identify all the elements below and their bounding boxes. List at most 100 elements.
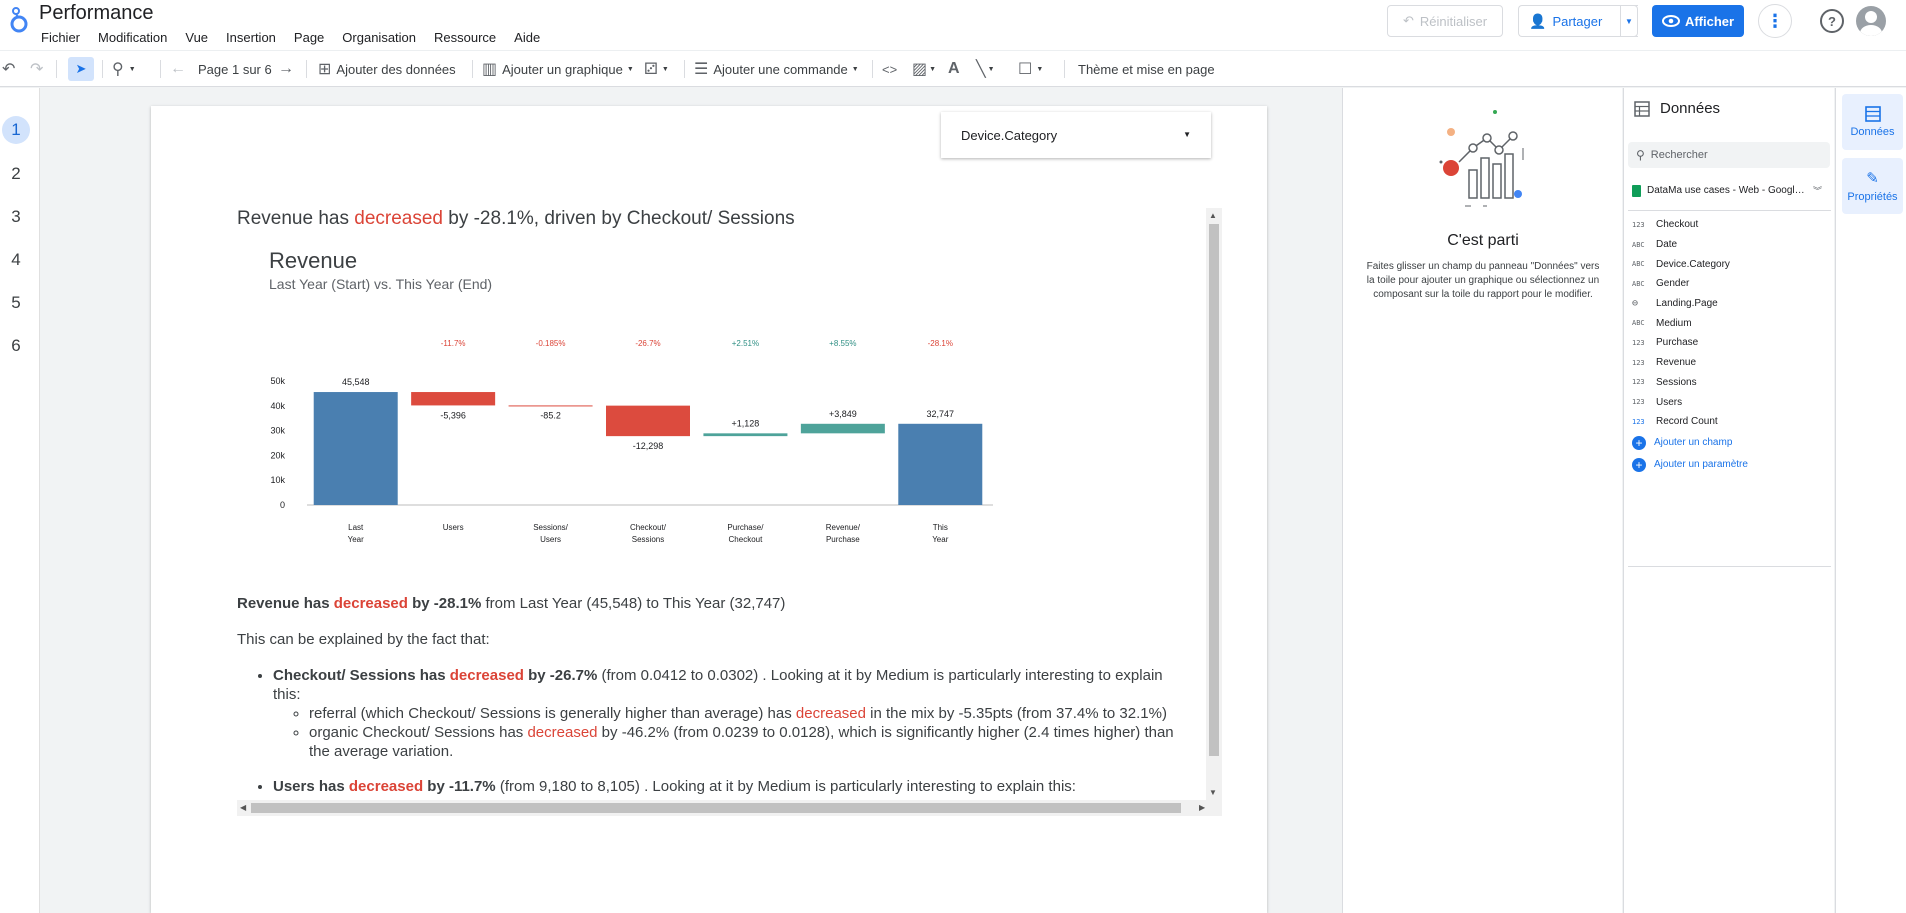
image-button[interactable]: ▨ ▼ <box>912 57 936 81</box>
page-1-button[interactable]: 1 <box>2 116 30 144</box>
field-search-input[interactable]: ⚲ Rechercher <box>1628 142 1830 168</box>
waterfall-chart: 0 10k 20k 30k 40k 50k 45,548 Last Year -5,396 -11.… <box>270 339 993 544</box>
menu-file[interactable]: Fichier <box>41 30 81 45</box>
horizontal-scrollbar[interactable]: ◀ ▶ <box>237 800 1222 816</box>
scroll-right-icon[interactable]: ▶ <box>1199 803 1206 812</box>
tab-data[interactable]: Données <box>1842 94 1903 150</box>
zoom-button[interactable]: ⚲ ▼ <box>112 57 136 81</box>
device-category-filter-control[interactable]: Device.Category ▼ <box>941 112 1211 158</box>
view-button[interactable]: Afficher <box>1652 5 1744 37</box>
filter-control-icon: ☰ <box>694 61 709 78</box>
user-avatar[interactable] <box>1856 6 1886 36</box>
caret-down-icon: ▼ <box>1036 65 1044 73</box>
divider <box>1628 566 1831 567</box>
driver-item: Users has decreased by -11.7% (from 9,18… <box>273 777 1177 796</box>
share-button[interactable]: 👤 Partager <box>1518 5 1638 37</box>
x-category-label: Purchase <box>826 535 860 544</box>
report-title[interactable]: Performance <box>39 2 154 24</box>
shape-button[interactable]: ☐ ▼ <box>1018 57 1043 81</box>
explanation-intro: This can be explained by the fact that: <box>237 631 490 648</box>
scroll-down-icon[interactable]: ▼ <box>1209 788 1217 797</box>
more-options-button[interactable]: ⋮ <box>1758 4 1792 38</box>
menu-view[interactable]: Vue <box>185 30 209 45</box>
undo-button[interactable]: ↶ <box>2 57 15 81</box>
filter-label: Device.Category <box>961 127 1058 143</box>
scroll-up-icon[interactable]: ▲ <box>1209 211 1217 220</box>
add-person-icon: 👤 <box>1529 12 1547 29</box>
caret-down-icon: ▼ <box>128 65 136 73</box>
theme-layout-button[interactable]: Thème et mise en page <box>1078 61 1215 77</box>
y-tick-label: 40k <box>270 401 285 411</box>
add-control-button[interactable]: ☰ Ajouter une commande ▼ <box>694 61 859 78</box>
field-item[interactable]: 123 Record Count <box>1632 416 1718 428</box>
field-item[interactable]: ABC Device.Category <box>1632 258 1730 270</box>
data-panel: Données ⚲ Rechercher DataMa use cases - … <box>1623 88 1834 913</box>
menu-insert[interactable]: Insertion <box>226 30 276 45</box>
menu-edit[interactable]: Modification <box>98 30 168 45</box>
page-5-button[interactable]: 5 <box>11 293 21 312</box>
page-4-button[interactable]: 4 <box>11 250 21 269</box>
field-item[interactable]: 123 Users <box>1632 396 1683 408</box>
previous-page-button[interactable]: ← <box>170 57 186 81</box>
zoom-icon: ⚲ <box>112 61 124 78</box>
driver-list: Checkout/ Sessions has decreased by -26.… <box>237 666 1177 796</box>
embed-url-button[interactable]: <> <box>882 57 897 81</box>
field-item[interactable]: ⊖ Landing.Page <box>1632 298 1718 310</box>
toolbar-divider <box>306 60 307 78</box>
page-2-button[interactable]: 2 <box>11 164 21 183</box>
text-button[interactable]: A <box>948 57 960 81</box>
line-button[interactable]: ╲ ▼ <box>976 57 995 81</box>
field-item[interactable]: ABC Medium <box>1632 317 1692 329</box>
scrollbar-thumb[interactable] <box>1209 224 1219 756</box>
field-item[interactable]: 123 Sessions <box>1632 376 1697 388</box>
community-visualizations-button[interactable]: ⚂ ▼ <box>644 57 669 81</box>
menu-help[interactable]: Aide <box>514 30 541 45</box>
link-type-icon: ⊖ <box>1632 298 1639 310</box>
page-6-button[interactable]: 6 <box>11 336 21 355</box>
add-data-button[interactable]: ⊞ Ajouter des données <box>318 61 456 78</box>
caret-down-icon: ▼ <box>1183 130 1191 139</box>
menu-arrange[interactable]: Organisation <box>342 30 417 45</box>
percent-change-label: -11.7% <box>441 339 466 348</box>
next-page-button[interactable]: → <box>278 57 294 81</box>
menu-page[interactable]: Page <box>293 30 325 45</box>
field-item[interactable]: 123 Revenue <box>1632 357 1697 369</box>
tab-properties[interactable]: ✎ Propriétés <box>1842 158 1903 214</box>
menu-resource[interactable]: Ressource <box>434 30 497 45</box>
x-category-label: Year <box>348 535 365 544</box>
top-bar: Performance Fichier Modification Vue Ins… <box>0 0 1906 50</box>
redo-button[interactable]: ↷ <box>30 57 43 81</box>
help-button[interactable]: ? <box>1820 9 1844 33</box>
x-category-label: Last <box>348 523 364 532</box>
field-item[interactable]: ABC Gender <box>1632 278 1690 290</box>
x-category-label: Sessions <box>632 535 664 544</box>
vertical-scrollbar[interactable]: ▲ ▼ <box>1206 208 1222 800</box>
share-dropdown-button[interactable]: ▼ <box>1620 5 1638 37</box>
waterfall-bar <box>703 433 788 437</box>
select-tool-button[interactable]: ➤ <box>68 57 94 81</box>
toolbar-divider <box>102 60 103 78</box>
looker-studio-logo-icon[interactable] <box>8 4 30 34</box>
plus-circle-icon: + <box>1632 457 1646 472</box>
expand-chevron-icon[interactable]: ︾ <box>1813 186 1823 196</box>
community-viz-icon: ⚂ <box>644 61 658 78</box>
data-source-selector[interactable]: DataMa use cases - Web - Google A... ︾ <box>1632 184 1828 197</box>
report-canvas: Device.Category ▼ Revenue has decreased … <box>41 88 1341 913</box>
narrative-chart-component[interactable]: Revenue has decreased by -28.1%, driven … <box>237 208 1203 818</box>
add-parameter-link[interactable]: + Ajouter un paramètre <box>1632 454 1832 476</box>
scrollbar-thumb[interactable] <box>251 803 1181 813</box>
number-type-icon: 123 <box>1632 358 1645 367</box>
field-item[interactable]: 123 Purchase <box>1632 337 1699 349</box>
waterfall-bar <box>800 423 885 434</box>
narrative-analysis: Revenue has decreased by -28.1% from Las… <box>237 594 1177 812</box>
add-chart-button[interactable]: ▥ Ajouter un graphique ▼ <box>482 61 634 78</box>
page-3-button[interactable]: 3 <box>11 207 21 226</box>
add-field-link[interactable]: + Ajouter un champ <box>1632 432 1832 454</box>
field-item[interactable]: 123 Checkout <box>1632 219 1699 231</box>
data-value-label: -85.2 <box>540 411 561 421</box>
rectangle-icon: ☐ <box>1018 61 1033 78</box>
reset-button[interactable]: ↶ Réinitialiser <box>1387 5 1503 37</box>
scroll-left-icon[interactable]: ◀ <box>240 803 247 812</box>
waterfall-bar <box>313 392 398 505</box>
field-item[interactable]: ABC Date <box>1632 239 1678 251</box>
